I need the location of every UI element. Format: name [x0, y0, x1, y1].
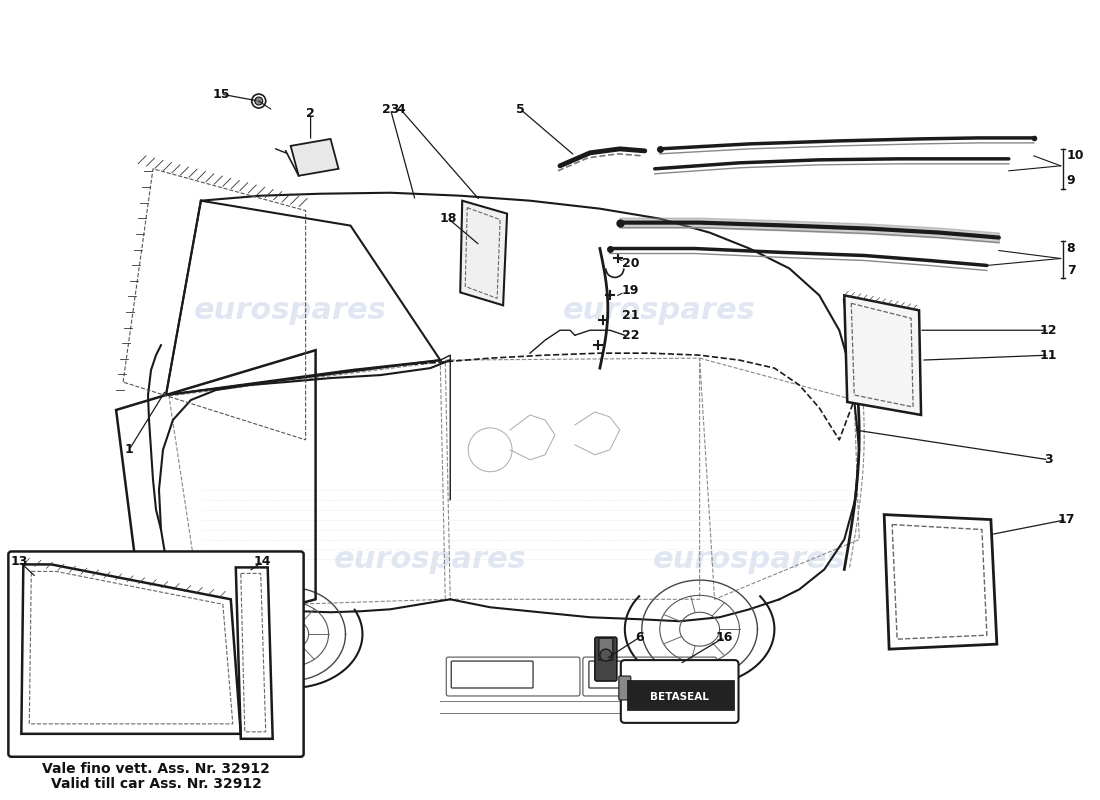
- FancyBboxPatch shape: [619, 676, 630, 700]
- Text: 23: 23: [382, 102, 399, 115]
- FancyBboxPatch shape: [627, 680, 734, 710]
- Text: 22: 22: [621, 329, 639, 342]
- Text: 13: 13: [11, 555, 28, 568]
- Text: 15: 15: [212, 87, 230, 101]
- Text: 5: 5: [516, 102, 525, 115]
- Text: 9: 9: [1067, 174, 1076, 187]
- FancyBboxPatch shape: [595, 637, 617, 681]
- Text: 4: 4: [396, 102, 405, 115]
- Text: eurospares: eurospares: [334, 545, 527, 574]
- Text: 16: 16: [716, 630, 734, 644]
- Text: 20: 20: [621, 257, 639, 270]
- Text: 18: 18: [440, 212, 456, 225]
- Text: 11: 11: [1040, 349, 1057, 362]
- Text: 10: 10: [1067, 150, 1085, 162]
- Circle shape: [600, 649, 612, 661]
- Text: 12: 12: [1040, 324, 1057, 337]
- Text: 17: 17: [1058, 513, 1076, 526]
- Text: eurospares: eurospares: [195, 296, 387, 325]
- Text: Vale fino vett. Ass. Nr. 32912: Vale fino vett. Ass. Nr. 32912: [42, 762, 270, 776]
- Text: 1: 1: [124, 443, 133, 456]
- Text: 7: 7: [1067, 264, 1076, 277]
- Text: BETASEAL: BETASEAL: [650, 692, 710, 702]
- Text: 14: 14: [254, 555, 272, 568]
- FancyBboxPatch shape: [9, 551, 304, 757]
- FancyBboxPatch shape: [598, 638, 613, 660]
- Text: eurospares: eurospares: [653, 545, 846, 574]
- Polygon shape: [290, 139, 339, 176]
- Text: 8: 8: [1067, 242, 1076, 255]
- Text: 6: 6: [636, 630, 645, 644]
- Circle shape: [255, 97, 263, 105]
- Text: 3: 3: [1044, 454, 1053, 466]
- Polygon shape: [460, 201, 507, 306]
- Polygon shape: [845, 295, 921, 415]
- Text: Valid till car Ass. Nr. 32912: Valid till car Ass. Nr. 32912: [51, 777, 262, 790]
- Text: eurospares: eurospares: [563, 296, 756, 325]
- Text: 21: 21: [621, 309, 639, 322]
- FancyBboxPatch shape: [620, 660, 738, 723]
- Text: 2: 2: [306, 107, 315, 121]
- Text: 19: 19: [621, 284, 639, 297]
